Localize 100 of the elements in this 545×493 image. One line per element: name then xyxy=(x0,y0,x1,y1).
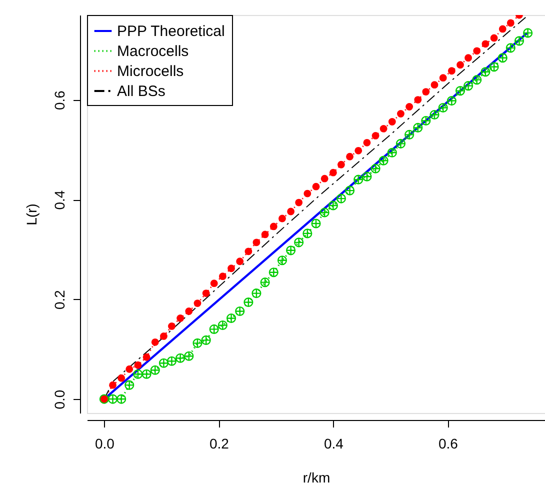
point xyxy=(302,228,312,238)
point xyxy=(142,353,150,361)
point xyxy=(320,174,328,182)
legend-label: All BSs xyxy=(117,83,166,100)
point xyxy=(176,353,186,363)
x-tick-label: 0.4 xyxy=(324,436,344,452)
y-tick-label: 0.6 xyxy=(52,90,68,110)
point xyxy=(151,338,159,346)
point xyxy=(388,118,396,126)
point xyxy=(108,394,118,404)
point xyxy=(354,146,362,154)
y-tick-label: 0.0 xyxy=(52,390,68,410)
point xyxy=(506,43,516,53)
point xyxy=(277,256,288,266)
point xyxy=(438,102,448,113)
point xyxy=(380,125,388,132)
point xyxy=(446,96,456,106)
point xyxy=(439,74,447,82)
point xyxy=(396,138,406,148)
point xyxy=(218,320,228,330)
point xyxy=(372,132,380,140)
point xyxy=(328,200,338,210)
point xyxy=(304,190,312,198)
point xyxy=(176,314,184,322)
point xyxy=(286,246,296,256)
point xyxy=(194,300,202,307)
point xyxy=(185,308,193,315)
point xyxy=(464,54,472,62)
point xyxy=(201,335,211,345)
point xyxy=(430,110,440,120)
point xyxy=(329,168,337,176)
point xyxy=(252,288,262,298)
x-axis-title: r/km xyxy=(302,470,330,486)
point xyxy=(337,160,345,168)
point xyxy=(202,290,210,297)
point xyxy=(455,86,466,96)
point xyxy=(133,369,143,379)
point xyxy=(236,258,244,266)
point xyxy=(363,138,371,146)
point xyxy=(448,67,456,75)
point xyxy=(184,351,194,361)
point xyxy=(422,88,430,96)
point xyxy=(278,214,286,222)
point xyxy=(414,96,422,104)
legend-label: Macrocells xyxy=(117,43,189,60)
point xyxy=(362,172,372,182)
point xyxy=(370,164,380,174)
x-tick-label: 0.6 xyxy=(438,436,458,452)
point xyxy=(235,306,245,316)
point xyxy=(126,365,134,373)
point xyxy=(464,81,474,91)
point xyxy=(472,75,482,85)
point xyxy=(294,238,304,248)
y-tick-label: 0.4 xyxy=(52,190,68,210)
point xyxy=(150,365,160,375)
point xyxy=(490,34,498,42)
point xyxy=(406,103,414,110)
point xyxy=(109,381,116,389)
legend-label: Microcells xyxy=(117,63,184,80)
point xyxy=(166,356,177,366)
point xyxy=(134,361,142,369)
point xyxy=(168,322,176,330)
point xyxy=(473,47,481,55)
legend-label: PPP Theoretical xyxy=(117,23,225,40)
point xyxy=(506,19,514,27)
point xyxy=(413,122,423,132)
point xyxy=(218,272,226,280)
point xyxy=(514,36,524,46)
point xyxy=(430,81,438,89)
point xyxy=(244,248,252,256)
y-axis-title: L(r) xyxy=(24,204,40,226)
point xyxy=(270,222,278,230)
point xyxy=(344,186,355,196)
point xyxy=(378,156,388,166)
point xyxy=(192,338,202,348)
y-tick-label: 0.2 xyxy=(52,290,68,310)
point xyxy=(226,313,236,324)
x-tick-label: 0.2 xyxy=(209,436,230,452)
point xyxy=(311,218,321,228)
point xyxy=(261,230,269,238)
point xyxy=(260,278,270,288)
point xyxy=(142,369,152,379)
point xyxy=(210,280,218,288)
point xyxy=(295,198,303,206)
point xyxy=(387,148,397,158)
point xyxy=(124,380,134,390)
point xyxy=(228,264,235,272)
point xyxy=(354,174,364,184)
point xyxy=(116,394,126,404)
point xyxy=(456,61,464,69)
point xyxy=(489,62,499,72)
point xyxy=(252,238,260,246)
point xyxy=(209,324,219,334)
point xyxy=(421,116,431,126)
point xyxy=(336,194,346,204)
point xyxy=(118,374,126,382)
point xyxy=(158,358,168,368)
x-tick-label: 0.0 xyxy=(94,436,115,452)
point xyxy=(404,130,414,140)
point xyxy=(397,110,404,118)
